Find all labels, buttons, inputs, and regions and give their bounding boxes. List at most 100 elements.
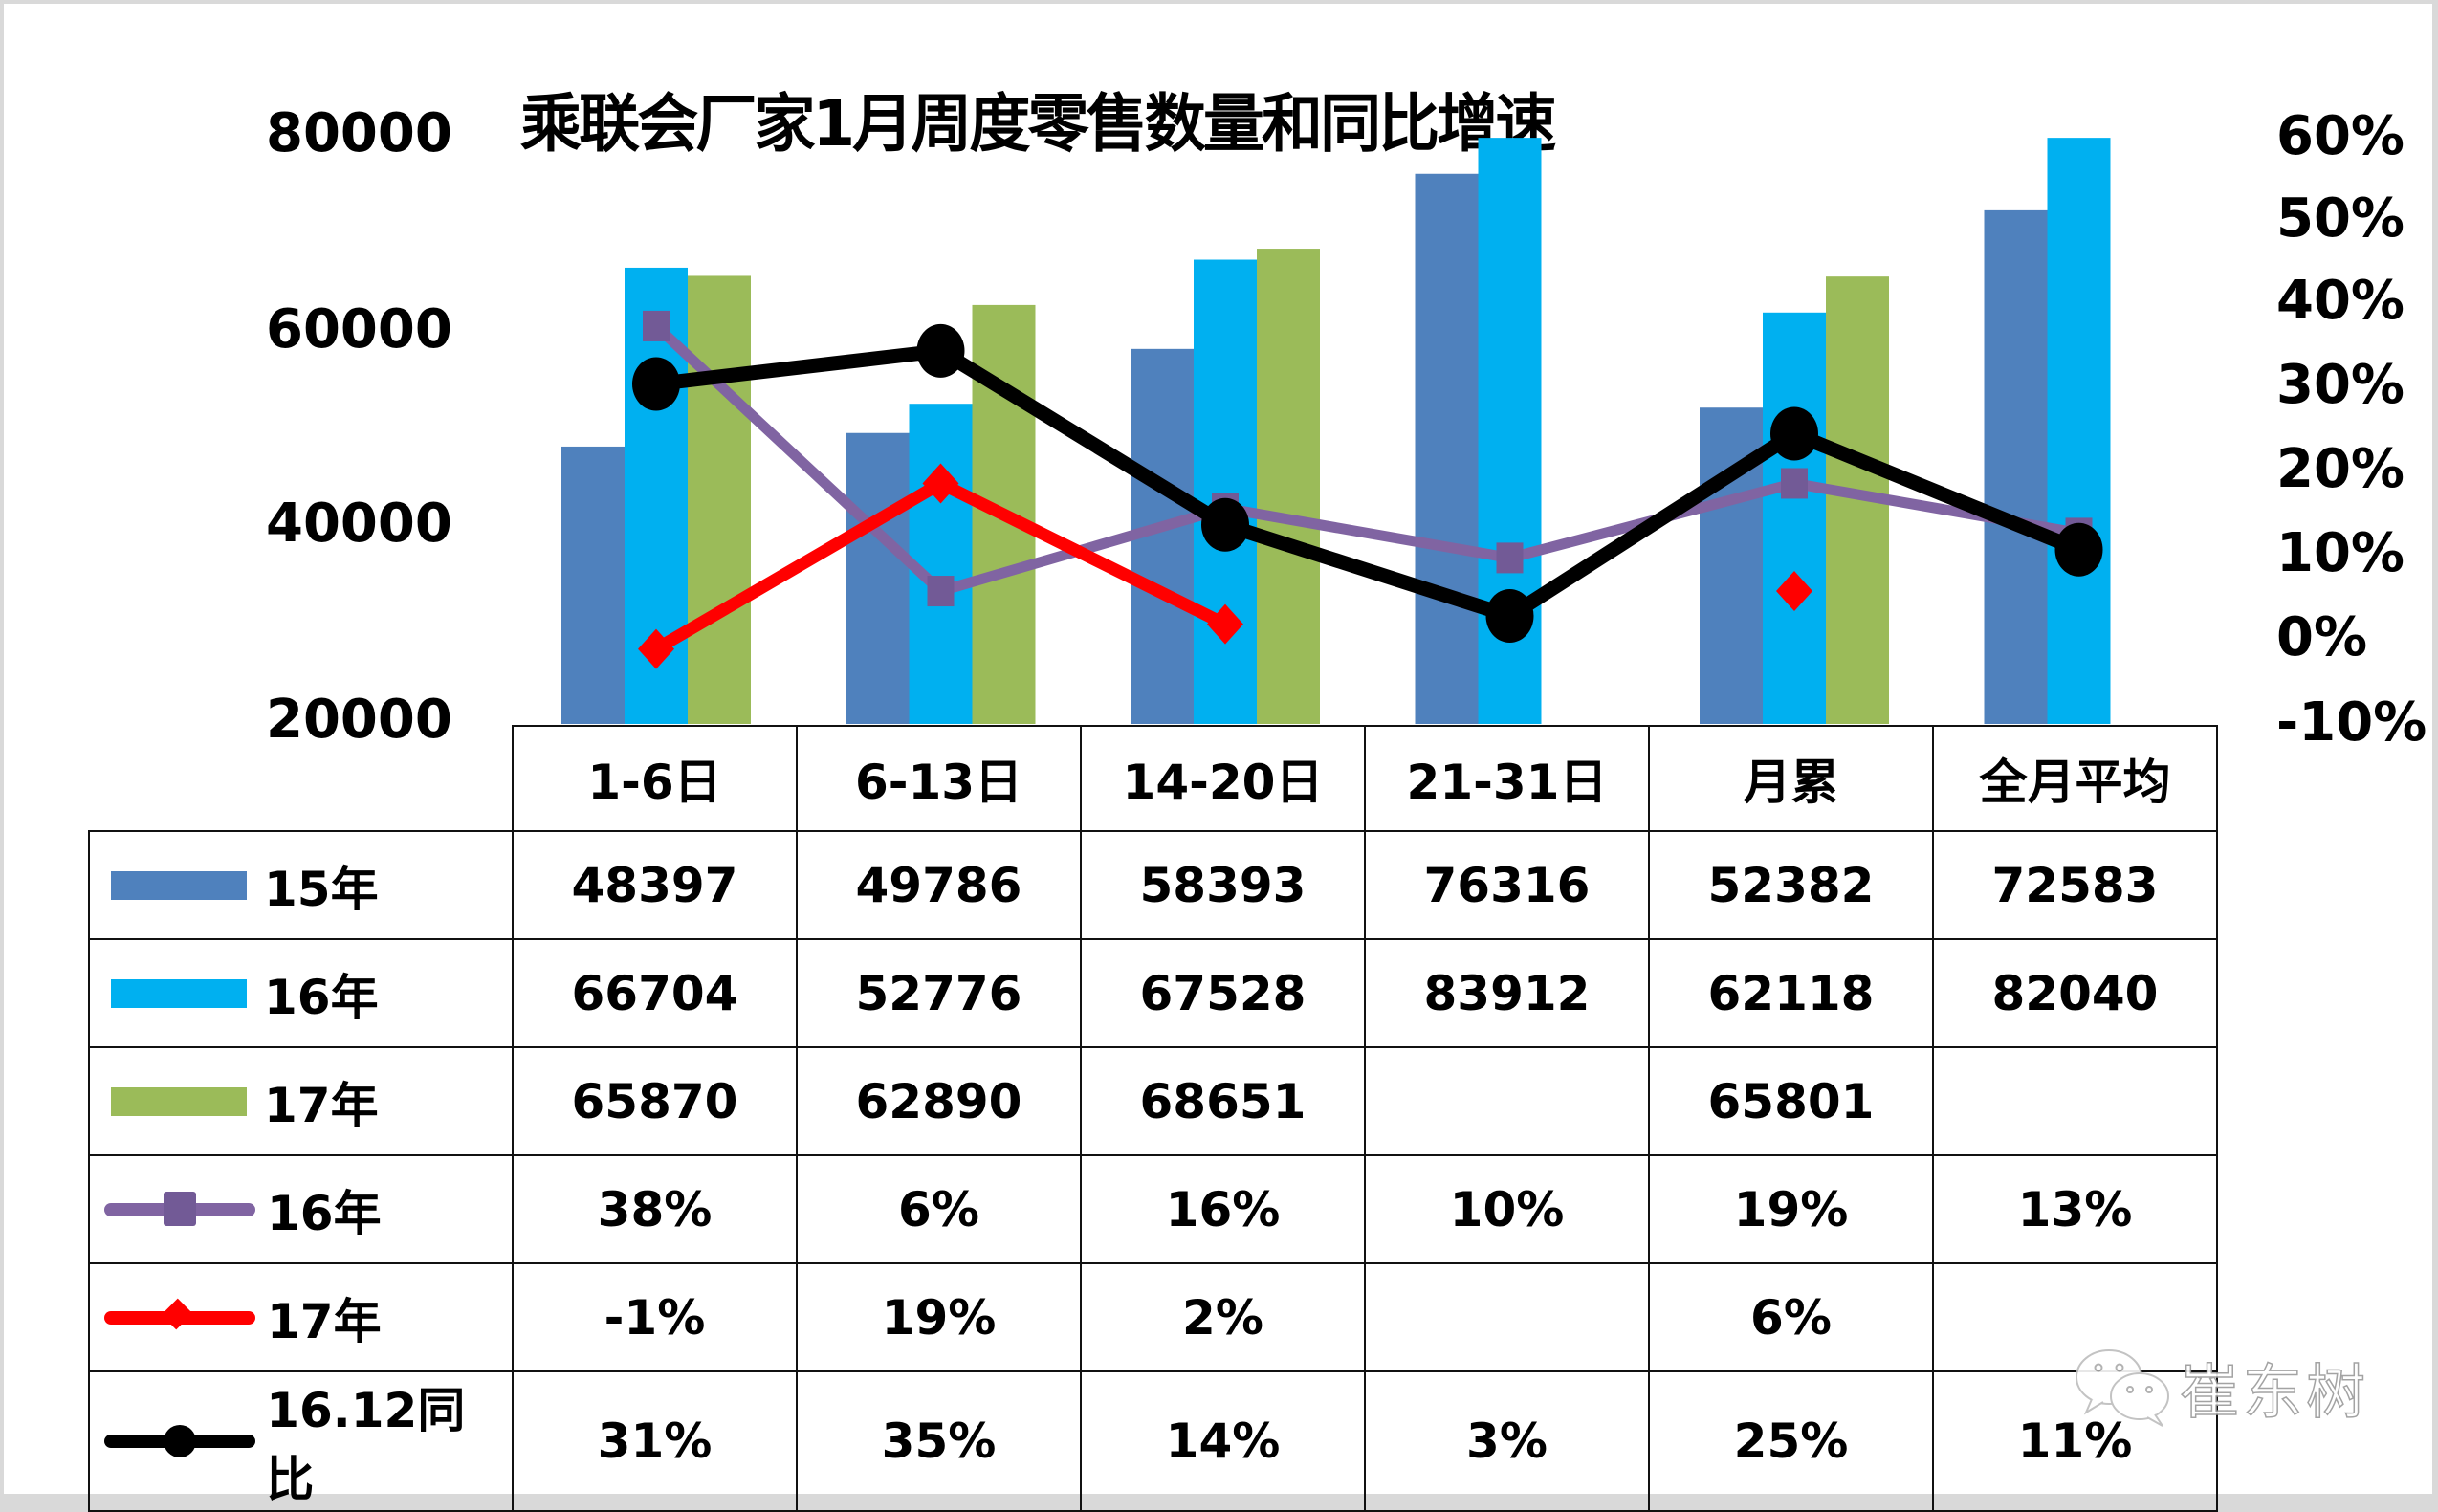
table-cell: 66704 — [512, 938, 798, 1048]
legend-line-circle-icon — [104, 1422, 255, 1460]
legend-swatch-15 — [111, 870, 247, 900]
legend-cell: 17年 — [88, 1046, 514, 1156]
circle-marker-icon — [2054, 522, 2103, 577]
chart-title: 乘联会厂家1月周度零售数量和同比增速 — [520, 87, 1556, 161]
category-header: 月累 — [1648, 725, 1934, 832]
right-axis-tick: 50% — [2276, 187, 2405, 250]
right-axis-tick: 0% — [2276, 606, 2368, 668]
table-cell: 16% — [1080, 1154, 1366, 1264]
legend-label: 16年 — [267, 1185, 382, 1241]
watermark-text: 崔东树 — [2179, 1356, 2370, 1428]
table-cell: 67528 — [1080, 938, 1366, 1048]
table-cell — [1364, 1262, 1650, 1372]
table-cell — [1364, 1046, 1650, 1156]
square-marker-icon — [1781, 468, 1808, 499]
table-cell: 65870 — [512, 1046, 798, 1156]
table-cell: 65801 — [1648, 1046, 1934, 1156]
right-axis-tick: 60% — [2276, 105, 2405, 167]
right-axis-tick: 20% — [2276, 438, 2405, 500]
table-cell: 31% — [512, 1370, 798, 1512]
legend-cell: 15年 — [88, 830, 514, 940]
right-axis-tick: -10% — [2276, 691, 2427, 754]
table-cell: 68651 — [1080, 1046, 1366, 1156]
bar — [561, 446, 625, 724]
data-table: 1-6日 6-13日 14-20日 21-31日 月累 全月平均 15年 483… — [88, 725, 2218, 1512]
table-cell: 76316 — [1364, 830, 1650, 940]
category-header: 21-31日 — [1364, 725, 1650, 832]
table-cell: 52382 — [1648, 830, 1934, 940]
table-cell: 14% — [1080, 1370, 1366, 1512]
table-cell: -1% — [512, 1262, 798, 1372]
category-header: 全月平均 — [1932, 725, 2218, 832]
legend-swatch-16 — [111, 978, 247, 1008]
legend-cell: 16年 — [88, 938, 514, 1048]
circle-marker-icon — [1770, 406, 1818, 461]
legend-label: 17年 — [264, 1077, 379, 1133]
table-cell: 48397 — [512, 830, 798, 940]
line-path — [655, 343, 2082, 624]
diamond-marker-icon — [922, 463, 959, 504]
square-marker-icon — [643, 310, 670, 341]
table-cell: 11% — [1932, 1370, 2218, 1512]
table-cell: 6% — [1648, 1262, 1934, 1372]
table-cell: 62890 — [796, 1046, 1082, 1156]
circle-marker-icon — [916, 323, 965, 378]
table-cell: 10% — [1364, 1154, 1650, 1264]
left-axis-tick: 80000 — [266, 102, 452, 164]
diamond-marker-icon — [1207, 603, 1243, 645]
line-series-group — [632, 310, 2103, 669]
bar — [1257, 249, 1320, 724]
legend-cell: 16.12同比 — [88, 1370, 514, 1512]
table-cell: 72583 — [1932, 830, 2218, 940]
right-axis-tick: 10% — [2276, 522, 2405, 584]
table-row: 16年 66704 52776 67528 83912 62118 82040 — [88, 938, 2218, 1048]
table-header-row: 1-6日 6-13日 14-20日 21-31日 月累 全月平均 — [89, 725, 2218, 832]
table-row: 17年 -1% 19% 2% 6% — [88, 1262, 2218, 1372]
wechat-icon — [2076, 1349, 2169, 1427]
circle-marker-icon — [1485, 589, 1534, 644]
legend-label: 16.12同比 — [266, 1383, 466, 1507]
table-cell: 38% — [512, 1154, 798, 1264]
legend-cell: 16年 — [88, 1154, 514, 1264]
table-corner — [89, 726, 513, 832]
left-axis-tick: 60000 — [266, 298, 452, 361]
bar — [2047, 138, 2111, 724]
table-cell: 35% — [796, 1370, 1082, 1512]
left-axis-tick: 40000 — [266, 493, 452, 555]
circle-marker-icon — [632, 357, 680, 411]
table-cell: 82040 — [1932, 938, 2218, 1048]
table-cell: 25% — [1648, 1370, 1934, 1512]
bar — [1984, 209, 2048, 725]
table-cell: 83912 — [1364, 938, 1650, 1048]
table-cell: 3% — [1364, 1370, 1650, 1512]
right-axis-tick: 30% — [2276, 354, 2405, 416]
right-axis-tick: 40% — [2276, 270, 2405, 332]
diamond-marker-icon — [638, 628, 674, 669]
table-cell: 52776 — [796, 938, 1082, 1048]
table-cell: 6% — [796, 1154, 1082, 1264]
table-cell: 49786 — [796, 830, 1082, 940]
bar — [846, 432, 910, 724]
square-marker-icon — [1496, 542, 1524, 574]
legend-label: 15年 — [264, 861, 379, 917]
bar — [1194, 259, 1257, 724]
bar — [909, 404, 973, 724]
table-cell: 13% — [1932, 1154, 2218, 1264]
bar-series-group — [561, 138, 2111, 725]
bar — [1763, 312, 1826, 724]
table-row: 15年 48397 49786 58393 76316 52382 72583 — [88, 830, 2218, 940]
category-header: 1-6日 — [512, 725, 798, 832]
category-header: 6-13日 — [796, 725, 1082, 832]
table-cell: 19% — [1648, 1154, 1934, 1264]
diamond-marker-icon — [1776, 571, 1812, 612]
legend-line-diamond-icon — [104, 1298, 255, 1337]
category-header: 14-20日 — [1080, 725, 1366, 832]
square-marker-icon — [927, 576, 955, 607]
table-row: 16.12同比 31% 35% 14% 3% 25% 11% — [88, 1370, 2218, 1512]
table-cell: 62118 — [1648, 938, 1934, 1048]
legend-cell: 17年 — [88, 1262, 514, 1372]
table-cell: 19% — [796, 1262, 1082, 1372]
table-cell — [1932, 1046, 2218, 1156]
watermark: 崔东树 — [2071, 1344, 2369, 1430]
table-cell — [1932, 1262, 2218, 1372]
